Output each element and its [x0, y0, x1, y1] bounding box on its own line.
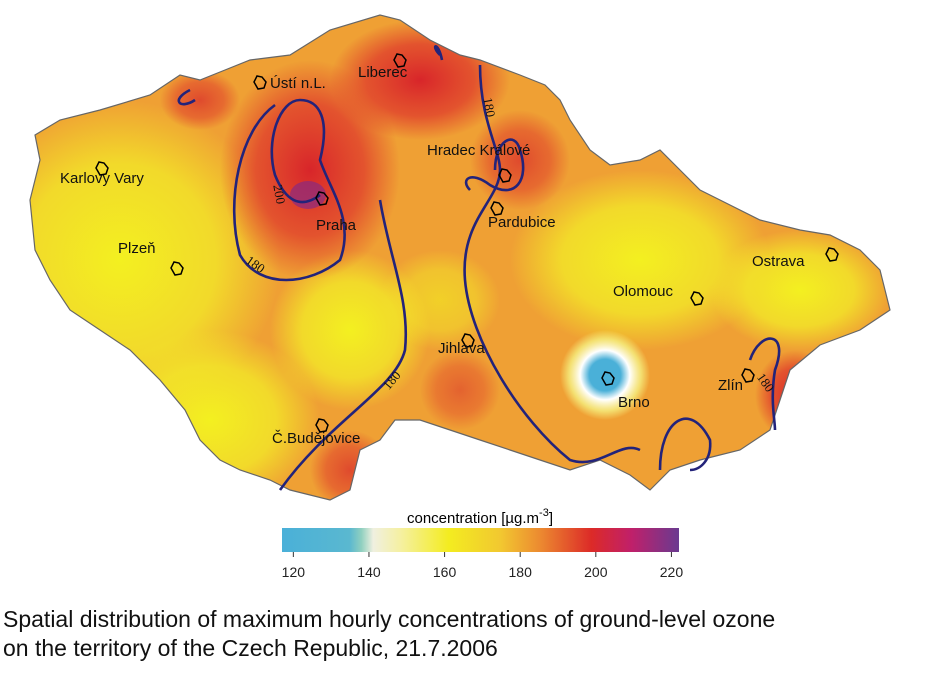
colorbar-tick-label: 140 [357, 564, 381, 580]
city-outline [601, 371, 615, 386]
city-outline [393, 53, 407, 68]
city-label: Zlín [718, 377, 743, 394]
concentration-field [30, 15, 890, 500]
city-outline [461, 333, 475, 348]
city-outline [498, 168, 512, 183]
city-label: Č.Budějovice [272, 430, 360, 447]
colorbar-tick-label: 120 [282, 564, 306, 580]
city-outline [741, 368, 755, 383]
legend-title: concentration [µg.m-3] [407, 507, 553, 527]
city-label: Pardubice [488, 214, 556, 231]
colorbar-tick-label: 180 [509, 564, 533, 580]
colorbar-tick-label: 160 [433, 564, 457, 580]
city-label: Karlovy Vary [60, 170, 144, 187]
city-outline [253, 75, 267, 90]
city-outline [170, 261, 184, 276]
caption-line: on the territory of the Czech Republic, … [3, 635, 498, 661]
city-label: Brno [618, 394, 650, 411]
city-label: Praha [316, 217, 357, 234]
city-outline [690, 291, 704, 306]
contour-lines [177, 44, 781, 491]
city-label: Hradec Králové [427, 142, 530, 159]
legend-superscript: -3 [539, 507, 549, 519]
contour-label: 200 [270, 183, 288, 205]
contour-label: 180 [480, 96, 498, 118]
legend-suffix: ] [549, 510, 553, 527]
city-label: Liberec [358, 64, 408, 81]
city-label: Ústí n.L. [270, 75, 326, 92]
city-outline [95, 161, 109, 176]
city-outline [315, 191, 329, 206]
caption-line: Spatial distribution of maximum hourly c… [3, 606, 775, 632]
city-label: Plzeň [118, 240, 156, 257]
city-label: Olomouc [613, 283, 674, 300]
colorbar-tick-label: 200 [584, 564, 608, 580]
legend-title-text: concentration [µg.m [407, 510, 539, 527]
city-label: Ostrava [752, 253, 805, 270]
colorbar [282, 528, 679, 552]
city-label: Jihlava [438, 340, 485, 357]
city-outline [490, 201, 504, 216]
city-outline [315, 418, 329, 433]
colorbar-tick-label: 220 [660, 564, 684, 580]
city-outline [825, 247, 839, 262]
